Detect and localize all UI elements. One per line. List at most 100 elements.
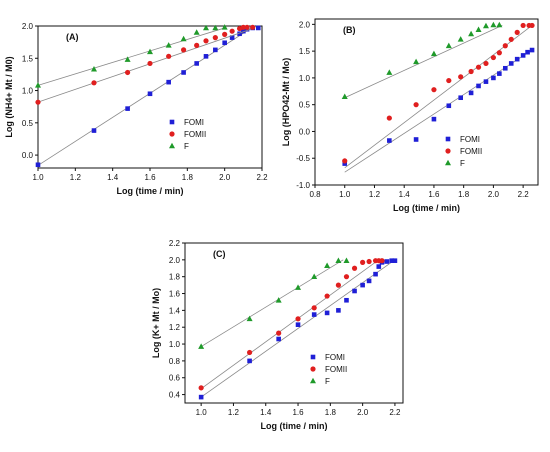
y-tick-label: 0.5 bbox=[22, 119, 34, 128]
data-point-f bbox=[496, 21, 503, 28]
panel-label: (A) bbox=[66, 32, 79, 42]
data-point-fomii bbox=[342, 158, 348, 164]
x-axis-label: Log (time / min) bbox=[261, 421, 328, 431]
data-point-f bbox=[212, 24, 219, 31]
data-point-fomii bbox=[514, 29, 520, 35]
legend-label-fomi: FOMI bbox=[325, 353, 345, 362]
data-point-fomii bbox=[520, 22, 526, 29]
y-axis-label: Log (HPO42-Mt / Mo) bbox=[281, 58, 291, 147]
data-point-fomi bbox=[384, 259, 390, 264]
x-tick-label: 0.8 bbox=[309, 190, 321, 199]
data-point-fomii bbox=[496, 50, 502, 56]
x-tick-label: 2.0 bbox=[357, 408, 369, 417]
data-point-f bbox=[311, 273, 318, 279]
fit-line-fomii bbox=[37, 27, 255, 103]
legend-label-fomi: FOMI bbox=[460, 135, 480, 144]
y-tick-label: 0.0 bbox=[22, 151, 34, 160]
legend-marker-fomii bbox=[445, 148, 451, 154]
data-point-fomi bbox=[446, 103, 452, 109]
data-point-fomi bbox=[476, 83, 481, 89]
data-point-fomii bbox=[147, 60, 153, 67]
fit-line-fomii bbox=[200, 259, 380, 390]
y-tick-label: 0.0 bbox=[299, 127, 311, 136]
data-point-fomi bbox=[147, 91, 153, 97]
data-point-fomi bbox=[255, 25, 261, 31]
legend-marker-fomi bbox=[169, 119, 175, 125]
data-point-f bbox=[180, 35, 187, 42]
data-point-f bbox=[91, 66, 97, 72]
data-point-fomii bbox=[91, 80, 97, 86]
y-tick-label: 0.4 bbox=[169, 391, 181, 400]
data-point-fomii bbox=[446, 77, 452, 84]
x-tick-label: 1.4 bbox=[107, 173, 119, 182]
data-point-f bbox=[457, 36, 464, 42]
data-point-fomi bbox=[389, 258, 394, 263]
x-tick-label: 2.0 bbox=[219, 173, 231, 182]
x-tick-label: 1.6 bbox=[292, 408, 304, 417]
data-point-f bbox=[413, 58, 420, 65]
data-point-fomi bbox=[514, 56, 520, 62]
data-point-f bbox=[198, 343, 205, 349]
x-tick-label: 1.8 bbox=[325, 408, 337, 417]
data-point-fomii bbox=[166, 53, 172, 59]
data-point-f bbox=[165, 42, 172, 48]
y-tick-label: 1.0 bbox=[169, 340, 181, 349]
data-point-f bbox=[343, 257, 350, 263]
data-point-fomii bbox=[483, 60, 489, 67]
legend-marker-fomi bbox=[310, 354, 316, 360]
plot-frame bbox=[37, 25, 263, 169]
data-point-fomii bbox=[194, 42, 200, 48]
data-point-fomi bbox=[311, 312, 317, 317]
data-point-fomi bbox=[491, 75, 496, 81]
x-tick-label: 1.0 bbox=[339, 190, 351, 199]
data-point-fomi bbox=[166, 79, 171, 85]
y-axis-label: Log (K+ Mt / Mo) bbox=[151, 288, 161, 358]
data-point-fomii bbox=[229, 28, 235, 34]
data-point-fomi bbox=[336, 308, 341, 313]
data-point-f bbox=[468, 30, 475, 37]
data-point-f bbox=[124, 56, 131, 62]
fit-line-fomi bbox=[200, 259, 396, 398]
data-point-fomi bbox=[229, 35, 235, 40]
fit-line-fomi bbox=[37, 25, 255, 166]
data-point-fomii bbox=[366, 258, 372, 265]
x-tick-label: 1.4 bbox=[260, 408, 272, 417]
legend-label-fomii: FOMII bbox=[460, 147, 482, 156]
legend-label-fomii: FOMII bbox=[325, 365, 347, 374]
y-tick-label: -0.5 bbox=[296, 154, 310, 163]
data-point-f bbox=[35, 82, 41, 88]
data-point-fomii bbox=[181, 47, 187, 53]
y-tick-label: 1.4 bbox=[169, 306, 181, 315]
data-point-fomi bbox=[198, 394, 204, 400]
panel-2: 1.0 1.2 1.4 1.6 1.8 2.0 2.2 0.4 0.6 0.8 1.0 1.2 1.4 1… bbox=[151, 239, 404, 431]
data-point-fomi bbox=[458, 95, 463, 101]
data-point-f bbox=[246, 315, 253, 322]
data-point-fomi bbox=[181, 70, 186, 75]
data-point-f bbox=[430, 50, 437, 57]
data-point-fomii bbox=[311, 305, 317, 311]
data-point-fomii bbox=[386, 115, 392, 121]
legend-marker-fomii bbox=[169, 131, 175, 137]
data-point-fomi bbox=[483, 79, 489, 84]
data-point-fomi bbox=[344, 297, 349, 303]
data-point-f bbox=[445, 42, 452, 49]
data-point-fomi bbox=[213, 47, 218, 53]
data-point-fomi bbox=[237, 31, 242, 37]
y-tick-label: 1.6 bbox=[169, 290, 181, 299]
data-point-fomi bbox=[413, 137, 419, 142]
fit-line-fomii bbox=[344, 25, 533, 169]
y-tick-label: 2.2 bbox=[169, 239, 181, 248]
x-tick-label: 1.6 bbox=[428, 190, 440, 199]
data-point-fomii bbox=[343, 274, 350, 280]
data-point-fomi bbox=[431, 116, 437, 122]
data-point-fomii bbox=[335, 282, 342, 288]
data-point-fomii bbox=[212, 35, 218, 41]
data-point-fomi bbox=[529, 47, 535, 53]
legend-marker-fomi bbox=[445, 136, 451, 142]
data-point-fomi bbox=[360, 282, 365, 288]
data-point-fomii bbox=[490, 54, 496, 61]
data-point-f bbox=[324, 262, 331, 269]
data-point-fomii bbox=[413, 102, 419, 108]
data-point-fomi bbox=[125, 106, 130, 111]
y-tick-label: 0.5 bbox=[299, 101, 311, 110]
